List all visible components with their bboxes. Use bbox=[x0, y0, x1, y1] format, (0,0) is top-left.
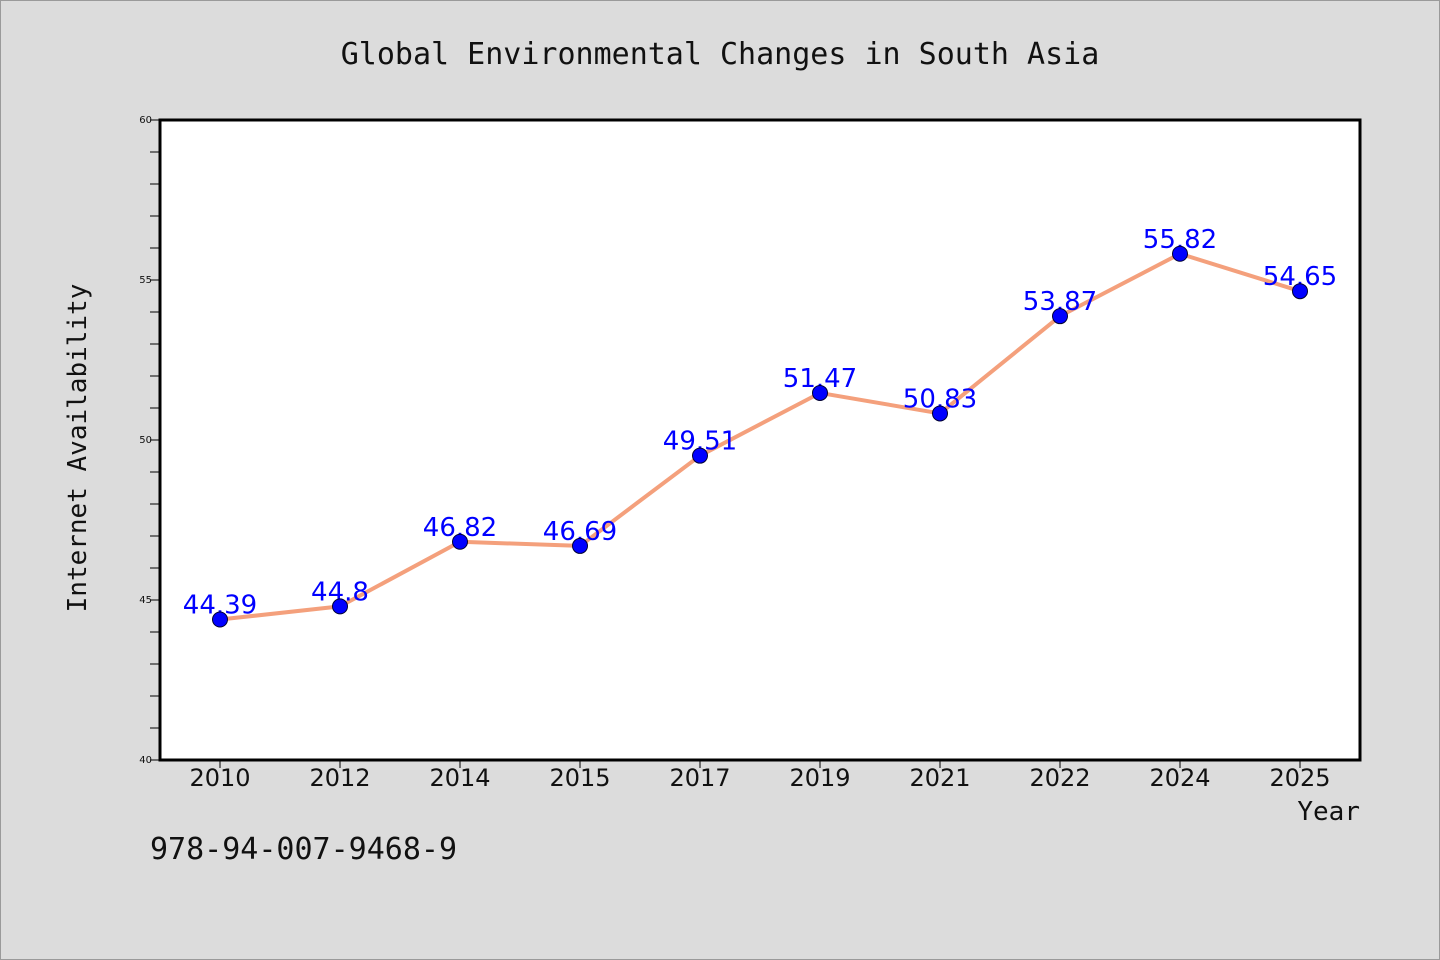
x-tick-label: 2022 bbox=[1029, 764, 1090, 792]
y-tick-label: 60 bbox=[139, 115, 152, 126]
y-axis-label: Internet Availability bbox=[63, 284, 93, 613]
x-tick-label: 2019 bbox=[789, 764, 850, 792]
chart-title: Global Environmental Changes in South As… bbox=[341, 37, 1100, 72]
y-tick-label: 45 bbox=[139, 595, 152, 606]
x-tick-label: 2012 bbox=[309, 764, 370, 792]
plot-area bbox=[160, 120, 1360, 760]
data-point bbox=[572, 537, 588, 554]
data-point bbox=[1172, 245, 1188, 262]
data-point bbox=[812, 384, 828, 401]
y-tick-label: 50 bbox=[139, 435, 152, 446]
series-line bbox=[218, 251, 1302, 622]
x-axis: 2010 2012 2014 2015 2017 2019 2021 2022 2024 2025 bbox=[189, 760, 1331, 792]
x-tick-label: 2010 bbox=[189, 764, 250, 792]
isbn-number: 978-94-007-9468-9 bbox=[150, 832, 458, 867]
data-point bbox=[452, 533, 468, 550]
x-axis-label: Year bbox=[1297, 797, 1360, 827]
data-point bbox=[1292, 283, 1308, 300]
x-tick-label: 2015 bbox=[549, 764, 610, 792]
x-tick-label: 2014 bbox=[429, 764, 490, 792]
data-point bbox=[692, 447, 708, 464]
x-tick-label: 2021 bbox=[909, 764, 970, 792]
series-layer: 44.39 44.846.82 46.6949.5151.4750.8353.875… bbox=[183, 225, 1337, 628]
plot-border bbox=[158, 118, 1362, 762]
data-point bbox=[932, 405, 948, 422]
y-tick-label: 40 bbox=[139, 755, 152, 766]
x-tick-label: 2025 bbox=[1269, 764, 1330, 792]
x-tick-label: 2017 bbox=[669, 764, 730, 792]
x-tick-label: 2024 bbox=[1149, 764, 1210, 792]
y-tick-label: 55 bbox=[139, 275, 152, 286]
data-point bbox=[1052, 308, 1068, 325]
y-axis: 40 45 50 55 60 bbox=[139, 115, 160, 766]
data-point bbox=[212, 611, 228, 628]
data-point bbox=[332, 598, 348, 615]
